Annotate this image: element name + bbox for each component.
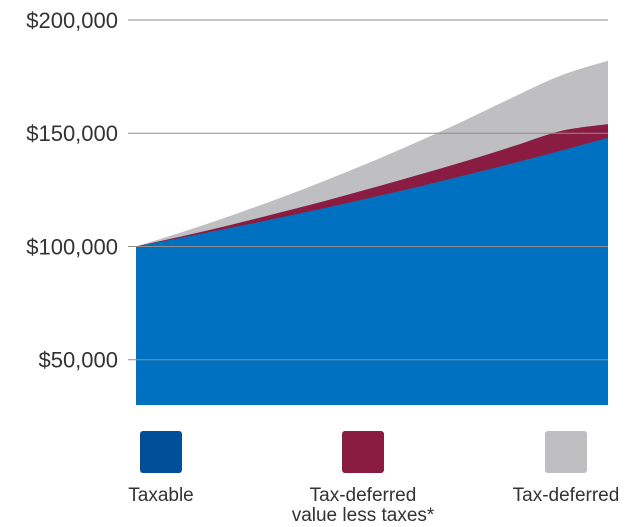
legend-item: Tax-deferred xyxy=(513,431,620,506)
y-axis-ticks: $50,000 $100,000 $150,000 $200,000 xyxy=(26,8,118,373)
legend-swatch xyxy=(140,431,182,473)
legend-swatch xyxy=(342,431,384,473)
legend-label: value less taxes* xyxy=(292,505,435,526)
chart-areas xyxy=(136,60,608,406)
y-tick-label: $100,000 xyxy=(26,234,118,259)
y-tick-label: $50,000 xyxy=(38,348,118,373)
y-tick-label: $200,000 xyxy=(26,8,118,33)
legend-swatch xyxy=(545,431,587,473)
legend-label: Taxable xyxy=(128,485,194,506)
legend-label: Tax-deferred xyxy=(513,485,620,506)
legend-item: Taxable xyxy=(128,431,194,506)
legend-label: Tax-deferred xyxy=(310,485,417,506)
area-taxable xyxy=(136,137,608,405)
gridlines xyxy=(128,19,608,361)
y-tick-label: $150,000 xyxy=(26,121,118,146)
